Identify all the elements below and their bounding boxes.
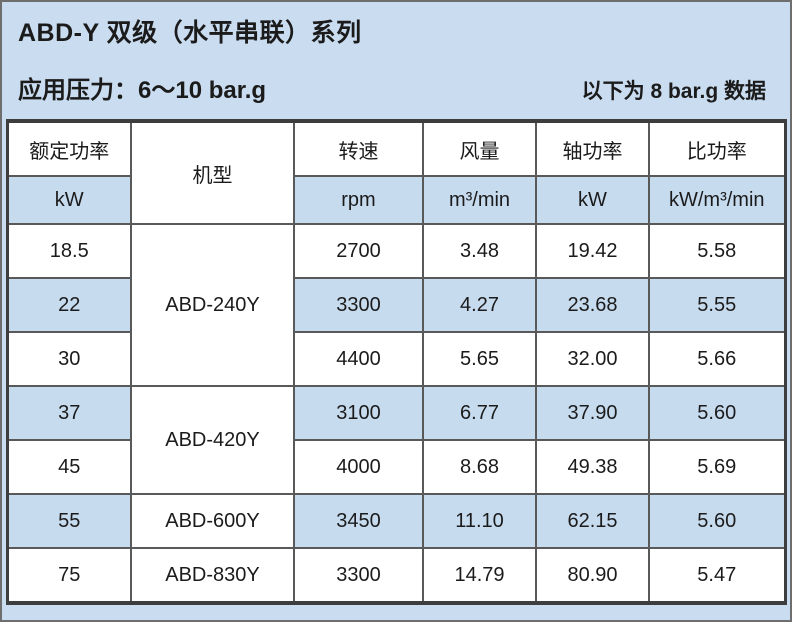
cell-speed: 4400 [293, 331, 424, 387]
cell-shaft-power: 80.90 [535, 547, 650, 604]
cell-shaft-power: 49.38 [535, 439, 650, 495]
cell-model: ABD-240Y [130, 223, 295, 387]
table-row: 37 ABD-420Y 3100 6.77 37.90 5.60 [6, 385, 786, 495]
header-row-names: 额定功率 机型 转速 风量 轴功率 比功率 [6, 120, 786, 225]
cell-speed: 3450 [293, 493, 424, 549]
cell-specific-power: 5.60 [648, 493, 786, 549]
cell-air-flow: 5.65 [422, 331, 537, 387]
cell-speed: 3300 [293, 547, 424, 604]
cell-rated-power: 30 [6, 331, 132, 387]
cell-speed: 2700 [293, 223, 424, 279]
cell-speed: 3300 [293, 277, 424, 333]
cell-shaft-power: 32.00 [535, 331, 650, 387]
unit-shaft-power: kW [535, 175, 650, 225]
unit-rated-power: kW [6, 175, 132, 225]
cell-model: ABD-830Y [130, 547, 295, 604]
cell-speed: 4000 [293, 439, 424, 495]
cell-specific-power: 5.69 [648, 439, 786, 495]
cell-shaft-power: 62.15 [535, 493, 650, 549]
cell-model: ABD-600Y [130, 493, 295, 549]
table-row: 75 ABD-830Y 3300 14.79 80.90 5.47 [6, 547, 786, 604]
table-row: 55 ABD-600Y 3450 11.10 62.15 5.60 [6, 493, 786, 549]
cell-air-flow: 6.77 [422, 385, 537, 441]
col-header-air-flow: 风量 [422, 120, 537, 177]
cell-rated-power: 22 [6, 277, 132, 333]
cell-rated-power: 55 [6, 493, 132, 549]
pressure-range-label: 应用压力：6～10 bar.g [18, 77, 267, 104]
cell-shaft-power: 37.90 [535, 385, 650, 441]
page-title: ABD-Y 双级（水平串联）系列 [18, 19, 362, 47]
cell-air-flow: 11.10 [422, 493, 537, 549]
cell-model: ABD-420Y [130, 385, 295, 495]
table-row: 22 3300 4.27 23.68 5.55 [6, 277, 786, 333]
cell-air-flow: 14.79 [422, 547, 537, 604]
col-header-shaft-power: 轴功率 [535, 120, 650, 177]
table-row: 45 4000 8.68 49.38 5.69 [6, 439, 786, 495]
cell-rated-power: 45 [6, 439, 132, 495]
col-header-specific-power: 比功率 [648, 120, 786, 177]
cell-air-flow: 8.68 [422, 439, 537, 495]
cell-specific-power: 5.47 [648, 547, 786, 604]
cell-specific-power: 5.60 [648, 385, 786, 441]
header-row-units: kW rpm m³/min kW kW/m³/min [6, 175, 786, 225]
cell-rated-power: 18.5 [6, 223, 132, 279]
table-row: 18.5 ABD-240Y 2700 3.48 19.42 5.58 [6, 223, 786, 387]
cell-air-flow: 4.27 [422, 277, 537, 333]
cell-shaft-power: 19.42 [535, 223, 650, 279]
col-header-speed: 转速 [293, 120, 424, 177]
cell-shaft-power: 23.68 [535, 277, 650, 333]
col-header-rated-power: 额定功率 [6, 120, 132, 177]
unit-specific-power: kW/m³/min [648, 175, 786, 225]
cell-specific-power: 5.55 [648, 277, 786, 333]
cell-specific-power: 5.58 [648, 223, 786, 279]
banner-subtitle-row: 应用压力：6～10 bar.g 以下为 8 bar.g 数据 [18, 70, 772, 119]
cell-rated-power: 37 [6, 385, 132, 441]
col-header-model: 机型 [130, 120, 295, 225]
spec-table: 额定功率 机型 转速 风量 轴功率 比功率 kW rpm m³/min kW k… [5, 119, 787, 605]
unit-speed: rpm [293, 175, 424, 225]
unit-air-flow: m³/min [422, 175, 537, 225]
table-row: 30 4400 5.65 32.00 5.66 [6, 331, 786, 387]
header-banner: ABD-Y 双级（水平串联）系列 应用压力：6～10 bar.g 以下为 8 b… [2, 2, 790, 119]
data-condition-note: 以下为 8 bar.g 数据 [581, 80, 766, 103]
cell-specific-power: 5.66 [648, 331, 786, 387]
cell-air-flow: 3.48 [422, 223, 537, 279]
cell-rated-power: 75 [6, 547, 132, 604]
cell-speed: 3100 [293, 385, 424, 441]
